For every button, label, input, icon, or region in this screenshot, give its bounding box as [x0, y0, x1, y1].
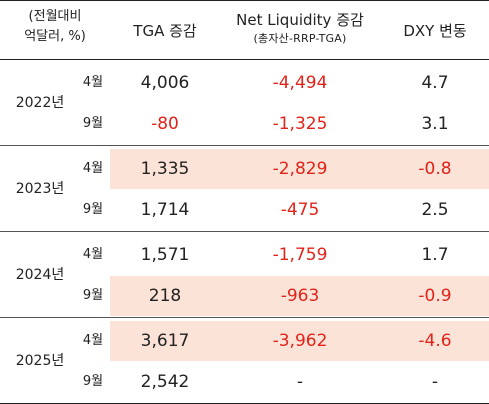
month-label: 9월 — [82, 116, 104, 131]
month-label: 4월 — [82, 333, 104, 348]
unit-label-line1: (전월대비 — [28, 9, 82, 24]
month-label: 4월 — [82, 247, 104, 262]
net-liquidity-cell: - — [296, 372, 304, 392]
month-label: 9월 — [82, 202, 104, 217]
tga-cell: 218 — [148, 286, 182, 306]
tga-cell: 1,571 — [140, 245, 190, 265]
tga-cell: 4,006 — [140, 73, 190, 93]
table-row: 4월 4,006 -4,494 4.7 — [0, 63, 489, 103]
net-liquidity-cell: -2,829 — [272, 159, 328, 179]
tga-cell: 3,617 — [140, 331, 190, 351]
row-highlight — [110, 276, 489, 316]
year-label: 2024년 — [15, 267, 65, 283]
month-label: 4월 — [82, 75, 104, 90]
row-highlight — [110, 149, 489, 189]
year-group: 4월 4,006 -4,494 4.7 9월 -80 -1,325 3.1 2022년 — [0, 60, 489, 146]
table-row: 4월 1,335 -2,829 -0.8 — [0, 149, 489, 189]
year-label: 2022년 — [15, 95, 65, 111]
dxy-cell: -4.6 — [418, 331, 452, 351]
table-row: 9월 -80 -1,325 3.1 — [0, 104, 489, 144]
table-header: (전월대비 억달러, %) TGA 증감 Net Liquidity 증감 (총… — [0, 0, 489, 60]
dxy-cell: 4.7 — [421, 73, 449, 93]
table-row: 4월 3,617 -3,962 -4.6 — [0, 321, 489, 361]
table-row: 9월 218 -963 -0.9 — [0, 276, 489, 316]
tga-cell: 2,542 — [140, 372, 190, 392]
dxy-cell: - — [431, 372, 439, 392]
net-liquidity-cell: -475 — [280, 200, 320, 220]
tga-cell: -80 — [151, 114, 179, 134]
table-row: 4월 1,571 -1,759 1.7 — [0, 235, 489, 275]
year-label: 2025년 — [15, 353, 65, 369]
table-row: 9월 1,714 -475 2.5 — [0, 190, 489, 230]
dxy-cell: -0.8 — [418, 159, 452, 179]
dxy-cell: 3.1 — [421, 114, 449, 134]
header-net-liquidity: Net Liquidity 증감 (총자산-RRP-TGA) — [215, 9, 385, 46]
net-liquidity-cell: -4,494 — [272, 73, 328, 93]
net-liquidity-cell: -963 — [280, 286, 320, 306]
tga-cell: 1,714 — [140, 200, 190, 220]
month-label: 9월 — [82, 374, 104, 389]
unit-label: (전월대비 억달러, %) — [0, 7, 110, 47]
year-group: 4월 3,617 -3,962 -4.6 9월 2,542 - - 2025년 — [0, 318, 489, 404]
net-liquidity-cell: -3,962 — [272, 331, 328, 351]
header-net-liquidity-sub: (총자산-RRP-TGA) — [253, 32, 347, 45]
dxy-cell: 1.7 — [421, 245, 449, 265]
month-label: 9월 — [82, 288, 104, 303]
month-label: 4월 — [82, 161, 104, 176]
year-group: 4월 1,571 -1,759 1.7 9월 218 -963 -0.9 2024년 — [0, 232, 489, 318]
year-label: 2023년 — [15, 181, 65, 197]
unit-label-line2: 억달러, %) — [24, 29, 86, 44]
table-row: 9월 2,542 - - — [0, 362, 489, 402]
year-group: 4월 1,335 -2,829 -0.8 9월 1,714 -475 2.5 2023년 — [0, 146, 489, 232]
header-dxy: DXY 변동 — [403, 22, 467, 40]
dxy-cell: 2.5 — [421, 200, 449, 220]
row-highlight — [110, 321, 489, 361]
header-net-liquidity-title: Net Liquidity 증감 — [236, 11, 364, 29]
net-liquidity-cell: -1,759 — [272, 245, 328, 265]
net-liquidity-cell: -1,325 — [272, 114, 328, 134]
dxy-cell: -0.9 — [418, 286, 452, 306]
tga-cell: 1,335 — [140, 159, 190, 179]
header-tga: TGA 증감 — [133, 22, 197, 40]
